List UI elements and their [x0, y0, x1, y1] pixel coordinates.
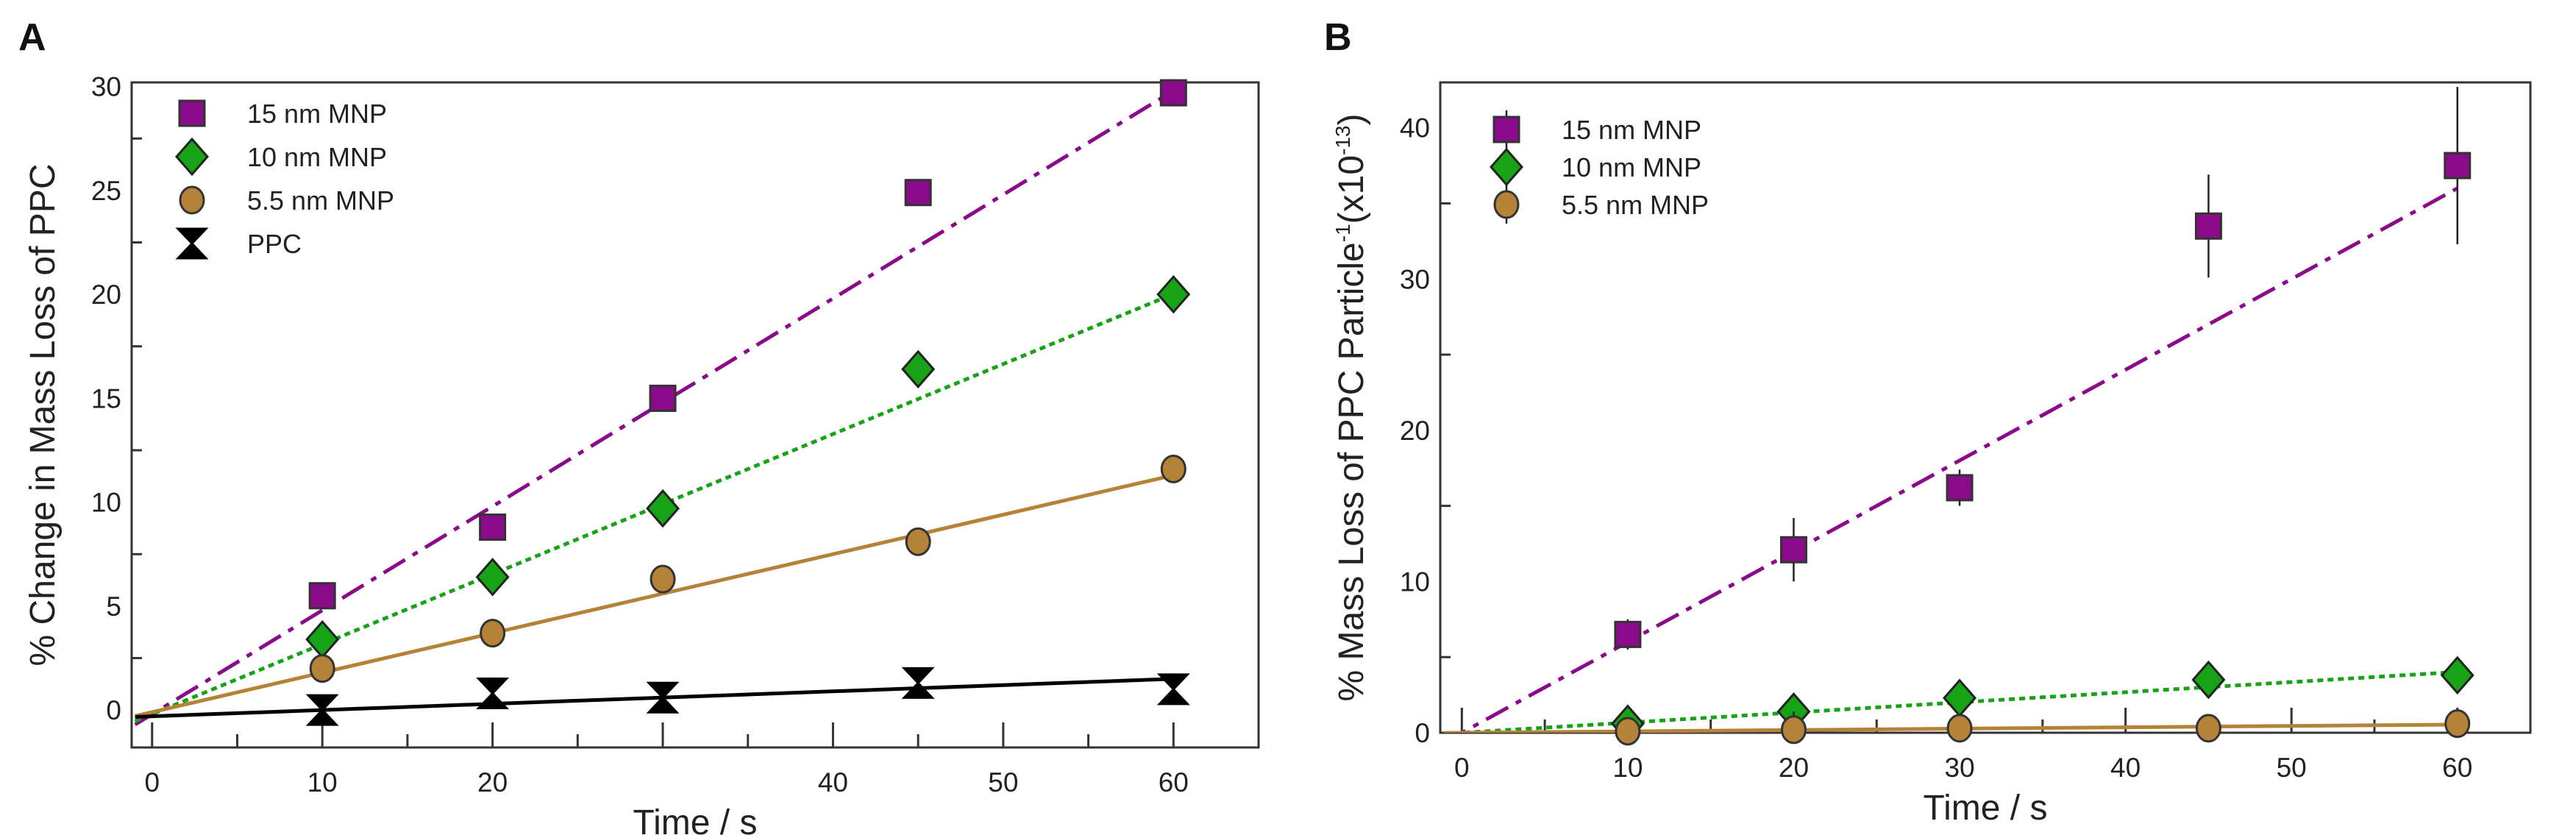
data-point [305, 619, 340, 659]
y-axis-title-end: ) [1332, 114, 1371, 126]
legend-label: 5.5 nm MNP [247, 185, 394, 216]
data-point [646, 681, 680, 714]
data-point [1614, 620, 1642, 648]
data-point [476, 678, 510, 710]
x-tick-label: 10 [307, 767, 338, 797]
y-axis-title-main: % Mass Loss of PPC Particle [1332, 242, 1371, 701]
data-point [1780, 715, 1807, 745]
x-tick-label: 40 [2110, 753, 2141, 783]
data-point [1159, 79, 1187, 107]
y-tick-label: 25 [91, 176, 121, 206]
legend-label: PPC [247, 229, 302, 259]
legend-marker [1490, 147, 1523, 187]
data-point [904, 179, 932, 207]
data-point [1156, 274, 1191, 314]
y-tick-label: 30 [91, 72, 121, 102]
data-point [479, 514, 507, 541]
chart-panel-b: 0 10 20 30 40 50 60 0 10 20 30 40 Time / s % Mass Los… [1331, 81, 2532, 828]
x-tick-label: 0 [144, 767, 160, 797]
x-tick-label: 0 [1454, 753, 1470, 783]
legend-marker [179, 185, 205, 215]
data-point [2440, 655, 2474, 695]
data-point [1615, 717, 1641, 746]
data-point [650, 564, 676, 594]
data-point [649, 384, 677, 412]
y-tick-label: 30 [1400, 264, 1430, 294]
data-point [901, 349, 936, 389]
y-axis-title-mid: (x10 [1332, 155, 1371, 224]
data-point [1946, 714, 1973, 743]
legend-marker [178, 99, 206, 127]
legend-label: 10 nm MNP [247, 142, 387, 172]
legend-marker [175, 227, 209, 260]
data-point [475, 558, 510, 597]
x-tick-label: 50 [2277, 753, 2307, 783]
legend-marker [1493, 190, 1520, 219]
x-axis-title: Time / s [633, 803, 758, 835]
legend-label: 10 nm MNP [1562, 152, 1701, 182]
fit-line-0 [134, 89, 1175, 727]
y-tick-label: 0 [106, 695, 121, 725]
plot-frame [130, 81, 1260, 749]
panel-label-b: B [1324, 16, 1352, 59]
panel-label-a: A [18, 16, 46, 59]
y-axis-title-sup: -13 [1331, 126, 1354, 155]
legend-label: 5.5 nm MNP [1562, 190, 1709, 220]
data-point [1779, 536, 1807, 564]
data-point [480, 619, 506, 648]
y-axis-title-sup: -1 [1331, 224, 1354, 242]
y-axis-title: % Change in Mass Loss of PPC [24, 164, 63, 667]
fit-line-2 [135, 473, 1174, 718]
x-tick-label: 20 [1779, 753, 1809, 783]
y-tick-label: 15 [91, 383, 121, 413]
y-tick-label: 5 [106, 591, 121, 622]
data-point [905, 527, 931, 556]
data-point [646, 488, 680, 528]
x-tick-label: 10 [1612, 753, 1643, 783]
y-tick-label: 10 [91, 488, 121, 518]
legend-label: 15 nm MNP [1562, 115, 1701, 145]
y-axis-title-main: % Change in Mass Loss of PPC [24, 164, 63, 667]
fit-line-3 [135, 677, 1174, 719]
y-tick-label: 0 [1415, 718, 1430, 748]
data-point [1156, 673, 1190, 706]
x-tick-label: 50 [988, 767, 1018, 797]
y-tick-label: 20 [1400, 416, 1430, 446]
x-tick-label: 60 [2442, 753, 2472, 783]
legend-marker [1492, 116, 1520, 143]
data-point [1943, 678, 1977, 717]
y-tick-label: 40 [1400, 113, 1430, 143]
x-tick-label: 40 [818, 767, 848, 797]
y-axis-title: % Mass Loss of PPC Particle-1(x10-13) [1331, 114, 1371, 702]
data-point [2194, 212, 2222, 240]
data-point [901, 667, 935, 699]
y-tick-label: 10 [1400, 566, 1430, 597]
data-point [2195, 714, 2221, 743]
legend-label: 15 nm MNP [247, 99, 387, 129]
plot-frame [1439, 81, 2532, 734]
data-point [305, 694, 339, 726]
x-tick-label: 20 [477, 767, 508, 797]
fit-line-0 [1458, 186, 2458, 733]
data-point [2191, 660, 2226, 700]
data-point [2444, 152, 2472, 180]
data-point [1946, 474, 1974, 502]
data-point [1160, 454, 1186, 483]
y-tick-label: 20 [91, 280, 121, 310]
data-point [309, 654, 335, 683]
chart-panel-a: 0 10 20 40 50 60 0 5 10 15 20 25 30 Time / s % Change … [24, 72, 1260, 835]
x-tick-label: 60 [1159, 767, 1189, 797]
legend-marker [175, 137, 209, 177]
data-point [2444, 709, 2471, 739]
data-point [308, 582, 336, 610]
x-axis-title: Time / s [1924, 789, 2048, 828]
x-tick-label: 30 [1944, 753, 1974, 783]
